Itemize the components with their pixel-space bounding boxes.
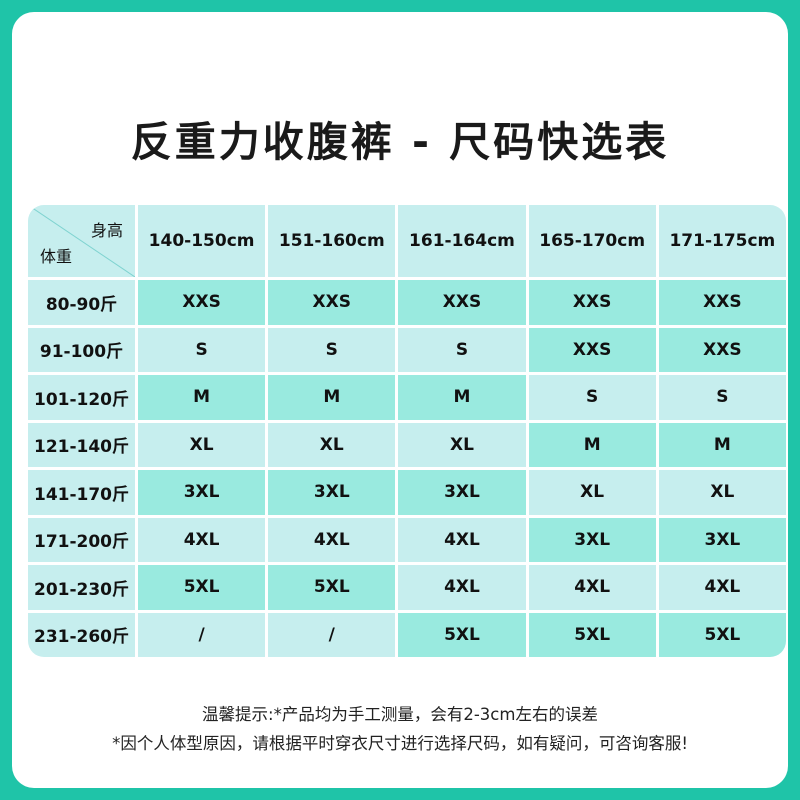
table-header-row: 身高 体重 140-150cm 151-160cm 161-164cm 165-…	[28, 205, 786, 277]
size-cell: 5XL	[268, 565, 396, 610]
row-weight-label: 171-200斤	[28, 517, 135, 562]
size-cell: 3XL	[398, 470, 526, 515]
column-header: 171-175cm	[658, 205, 786, 277]
size-cell: M	[398, 375, 526, 420]
size-table: 身高 体重 140-150cm 151-160cm 161-164cm 165-…	[25, 202, 789, 660]
size-cell: 5XL	[528, 612, 656, 657]
size-cell: M	[138, 375, 266, 420]
size-cell: XL	[398, 422, 526, 467]
size-cell: XL	[268, 422, 396, 467]
size-cell: /	[138, 612, 266, 657]
size-cell: XL	[138, 422, 266, 467]
column-header: 165-170cm	[528, 205, 656, 277]
page-title: 反重力收腹裤 - 尺码快选表	[130, 118, 670, 166]
table-row: 91-100斤 S S S XXS XXS	[28, 327, 786, 372]
note-line-1: 温馨提示:*产品均为手工测量，会有2-3cm左右的误差	[202, 705, 598, 724]
row-weight-label: 141-170斤	[28, 470, 135, 515]
diagonal-divider	[28, 205, 135, 277]
table-row: 231-260斤 //5XL 5XL 5XL	[28, 612, 786, 657]
weight-axis-label: 体重	[40, 247, 73, 266]
size-cell: XL	[528, 470, 656, 515]
size-cell: M	[528, 422, 656, 467]
size-cell: XXS	[658, 327, 786, 372]
table-row: 101-120斤 M M M S S	[28, 375, 786, 420]
size-cell: 3XL	[268, 470, 396, 515]
size-cell: XXS	[398, 280, 526, 325]
height-axis-label: 身高	[90, 221, 123, 240]
size-cell: 5XL	[658, 612, 786, 657]
table-row: 80-90斤 XXS XXS XXS XXS XXS	[28, 280, 786, 325]
size-cell: S	[138, 327, 266, 372]
size-cell: XXS	[528, 280, 656, 325]
size-cell: S	[398, 327, 526, 372]
row-weight-label: 80-90斤	[28, 280, 135, 325]
size-cell: XL	[658, 470, 786, 515]
row-weight-label: 201-230斤	[28, 565, 135, 610]
size-cell: 5XL	[138, 565, 266, 610]
table-row: 201-230斤 5XL 5XL 4XL 4XL 4XL	[28, 565, 786, 610]
size-cell: XXS	[528, 327, 656, 372]
size-cell: 4XL	[138, 517, 266, 562]
size-cell: 3XL	[138, 470, 266, 515]
table-body: 80-90斤 XXS XXS XXS XXS XXS 91-100斤 S S S XXS XXS 101…	[28, 280, 786, 657]
column-header: 161-164cm	[398, 205, 526, 277]
size-cell: 4XL	[658, 565, 786, 610]
notes: 温馨提示:*产品均为手工测量，会有2-3cm左右的误差 *因个人体型原因，请根据…	[12, 700, 788, 758]
row-weight-label: 91-100斤	[28, 327, 135, 372]
size-cell: 3XL	[658, 517, 786, 562]
table-corner-header: 身高 体重	[28, 205, 135, 277]
size-cell: XXS	[658, 280, 786, 325]
size-cell: 4XL	[398, 565, 526, 610]
table-row: 141-170斤 3XL 3XL 3XL XL XL	[28, 470, 786, 515]
row-weight-label: 231-260斤	[28, 612, 135, 657]
column-header: 151-160cm	[268, 205, 396, 277]
column-header: 140-150cm	[138, 205, 266, 277]
size-cell: 5XL	[398, 612, 526, 657]
size-cell: 4XL	[268, 517, 396, 562]
size-chart-card: 反重力收腹裤 - 尺码快选表 身高 体重 140-150cm 151-160cm…	[12, 12, 788, 788]
size-cell: S	[268, 327, 396, 372]
table-row: 121-140斤 XL XL XL M M	[28, 422, 786, 467]
size-cell: 4XL	[398, 517, 526, 562]
note-line-2: *因个人体型原因，请根据平时穿衣尺寸进行选择尺码，如有疑问，可咨询客服!	[112, 734, 688, 753]
size-cell: S	[658, 375, 786, 420]
table-row: 171-200斤 4XL 4XL 4XL 3XL 3XL	[28, 517, 786, 562]
size-cell: M	[268, 375, 396, 420]
size-cell: S	[528, 375, 656, 420]
size-cell: XXS	[138, 280, 266, 325]
row-weight-label: 121-140斤	[28, 422, 135, 467]
row-weight-label: 101-120斤	[28, 375, 135, 420]
size-cell: M	[658, 422, 786, 467]
size-cell: 3XL	[528, 517, 656, 562]
size-cell: XXS	[268, 280, 396, 325]
size-cell: 4XL	[528, 565, 656, 610]
size-cell: /	[268, 612, 396, 657]
